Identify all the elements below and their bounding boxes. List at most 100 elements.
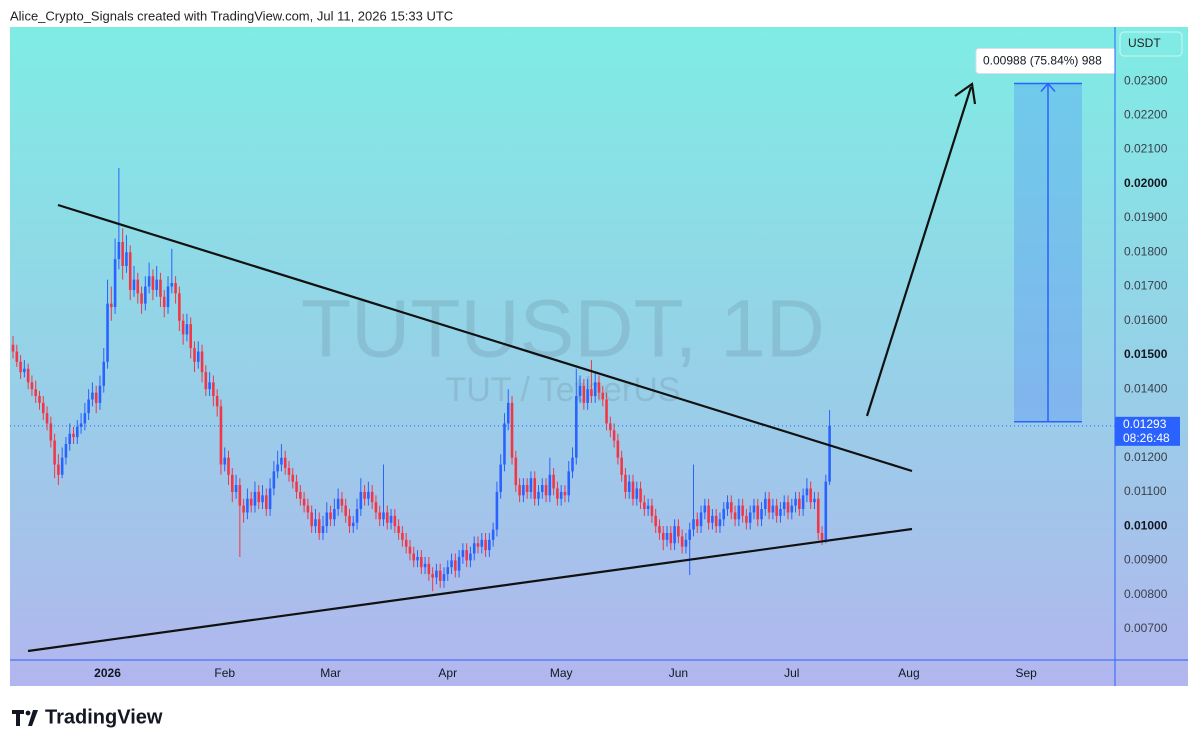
y-tick-label: 0.01500 [1124, 347, 1168, 361]
x-tick-label: Aug [898, 666, 919, 680]
candle-body [382, 512, 385, 520]
candle-body [219, 406, 223, 465]
candle-body [385, 512, 389, 523]
candle-body [506, 402, 510, 424]
candle-body [824, 481, 828, 540]
candle-body [748, 512, 752, 523]
brand-name: TradingView [45, 706, 163, 728]
candle-body [654, 515, 657, 527]
candle-body [435, 570, 438, 578]
candle-body [231, 474, 234, 492]
candle-body [140, 293, 143, 304]
candle-body [34, 389, 37, 397]
candle-body [125, 252, 128, 266]
candle-body [510, 402, 514, 458]
candle-body [590, 389, 593, 397]
candle-body [212, 382, 215, 397]
candle-body [98, 385, 102, 403]
candle-body [94, 392, 98, 403]
candle-body [238, 485, 242, 506]
candle-body [457, 556, 461, 571]
candle-body [159, 279, 162, 297]
candle-body [268, 488, 272, 510]
candle-body [522, 485, 525, 496]
candle-body [798, 498, 801, 510]
measure-label: 0.00988 (75.84%) 988 [983, 54, 1102, 68]
candle-body [423, 563, 427, 568]
y-tick-label: 0.01200 [1124, 450, 1168, 464]
candle-body [397, 526, 400, 533]
candle-body [49, 423, 53, 441]
candle-body [23, 368, 26, 373]
candle-body [351, 522, 355, 527]
candle-body [30, 382, 34, 390]
candle-body [658, 526, 661, 533]
candle-body [367, 491, 370, 499]
candle-body [416, 556, 419, 561]
candle-body [257, 491, 261, 503]
candle-body [454, 560, 457, 571]
candle-body [155, 279, 158, 290]
candle-body [291, 474, 295, 482]
candle-body [393, 515, 397, 527]
candle-body [688, 529, 691, 540]
y-tick-label: 0.02000 [1124, 176, 1168, 190]
candle-body [11, 344, 15, 352]
candle-body [782, 502, 786, 510]
candle-body [427, 563, 431, 575]
watermark: TUTUSDT, 1D [301, 284, 825, 375]
x-tick-label: Feb [214, 666, 235, 680]
candle-body [601, 392, 605, 400]
candle-body [730, 502, 733, 513]
y-tick-label: 0.00800 [1124, 587, 1168, 601]
candle-body [771, 505, 775, 513]
candle-body [692, 519, 695, 530]
candle-body [627, 481, 631, 492]
candle-body [336, 498, 340, 510]
candle-body [779, 509, 782, 516]
candle-body [38, 396, 41, 403]
candle-body [106, 303, 109, 362]
candle-body [661, 532, 665, 540]
candle-body [741, 505, 744, 516]
candle-body [329, 512, 332, 520]
header-text: Alice_Crypto_Signals created with Tradin… [10, 8, 453, 23]
candle-body [567, 471, 571, 496]
countdown-label: 08:26:48 [1123, 431, 1170, 445]
candle-body [540, 485, 544, 492]
lower-trendline [27, 527, 913, 653]
candle-body [775, 505, 778, 516]
candle-body [745, 515, 748, 523]
candle-body [295, 481, 298, 492]
candle-body [605, 399, 608, 424]
y-tick-label: 0.01600 [1124, 313, 1168, 327]
candle-body [215, 396, 219, 407]
candle-body [529, 478, 533, 492]
candle-body [593, 382, 597, 397]
candle-body [76, 426, 79, 438]
candle-body [820, 532, 824, 540]
candle-body [552, 474, 555, 489]
x-tick-label: May [550, 666, 573, 680]
brand-logo [12, 710, 38, 726]
currency-box[interactable] [1119, 31, 1183, 57]
candle-body [113, 259, 117, 308]
candle-body [680, 536, 684, 547]
candle-body [465, 550, 468, 561]
candle-body [499, 464, 502, 492]
candle-body [325, 512, 329, 527]
candle-body [412, 553, 416, 561]
candle-body [548, 474, 552, 496]
candle-body [556, 488, 559, 499]
candle-body [767, 498, 771, 513]
candle-body [363, 491, 366, 499]
candle-body [242, 505, 245, 513]
candle-body [91, 392, 94, 400]
candle-body [503, 423, 506, 465]
candle-body [695, 519, 699, 527]
candle-body [438, 570, 442, 581]
candle-body [733, 512, 737, 520]
candle-body [181, 320, 185, 335]
candle-body [480, 539, 484, 547]
candle-body [132, 279, 136, 290]
